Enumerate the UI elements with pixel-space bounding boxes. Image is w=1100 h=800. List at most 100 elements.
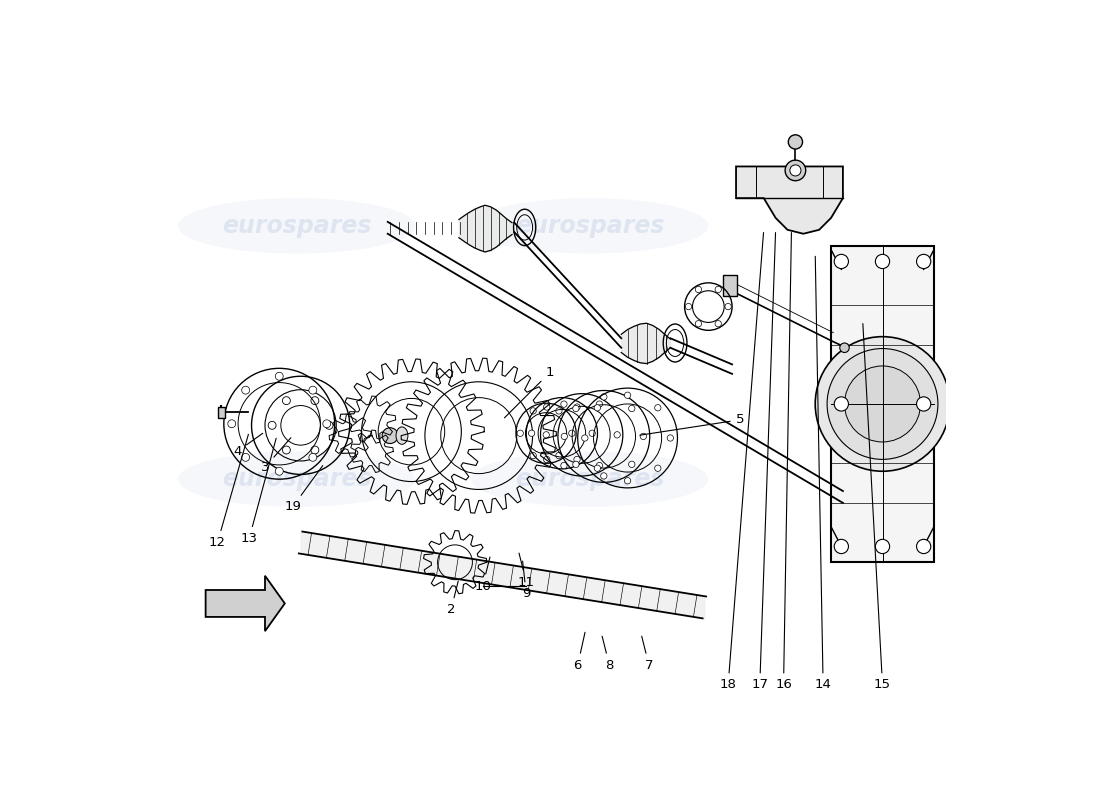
Circle shape bbox=[382, 428, 398, 443]
Circle shape bbox=[725, 303, 732, 310]
Circle shape bbox=[715, 321, 722, 327]
Circle shape bbox=[543, 432, 549, 438]
Circle shape bbox=[834, 397, 848, 411]
Circle shape bbox=[561, 434, 568, 439]
Circle shape bbox=[916, 397, 931, 411]
Circle shape bbox=[242, 386, 250, 394]
Circle shape bbox=[614, 432, 620, 438]
Circle shape bbox=[668, 435, 673, 441]
Circle shape bbox=[876, 254, 890, 269]
Text: 19: 19 bbox=[284, 466, 322, 514]
Circle shape bbox=[625, 478, 630, 484]
Circle shape bbox=[916, 539, 931, 554]
Circle shape bbox=[268, 422, 276, 430]
Text: 4: 4 bbox=[233, 434, 263, 458]
Circle shape bbox=[228, 420, 235, 428]
Circle shape bbox=[839, 343, 849, 353]
Circle shape bbox=[625, 392, 630, 398]
Text: 10: 10 bbox=[474, 557, 491, 593]
Circle shape bbox=[326, 422, 333, 430]
Circle shape bbox=[654, 405, 661, 411]
Circle shape bbox=[596, 401, 603, 407]
Circle shape bbox=[789, 134, 803, 149]
Circle shape bbox=[283, 446, 290, 454]
Circle shape bbox=[275, 467, 283, 475]
Circle shape bbox=[588, 430, 595, 437]
Text: 17: 17 bbox=[751, 233, 776, 691]
Text: 9: 9 bbox=[522, 561, 530, 601]
Text: 5: 5 bbox=[640, 414, 745, 435]
Circle shape bbox=[695, 286, 702, 293]
Circle shape bbox=[715, 286, 722, 293]
Circle shape bbox=[601, 473, 607, 479]
Text: eurospares: eurospares bbox=[222, 467, 372, 491]
Circle shape bbox=[628, 461, 635, 467]
Text: 7: 7 bbox=[641, 636, 653, 672]
Circle shape bbox=[573, 406, 579, 412]
Bar bbox=[218, 407, 226, 418]
Text: 1: 1 bbox=[505, 366, 554, 418]
Circle shape bbox=[785, 160, 805, 181]
Circle shape bbox=[596, 462, 603, 469]
Text: 6: 6 bbox=[573, 632, 585, 672]
Circle shape bbox=[530, 408, 537, 414]
Text: 8: 8 bbox=[602, 636, 614, 672]
Circle shape bbox=[528, 430, 535, 437]
Circle shape bbox=[561, 462, 568, 469]
Ellipse shape bbox=[178, 198, 416, 254]
Circle shape bbox=[685, 303, 692, 310]
Circle shape bbox=[834, 254, 848, 269]
Circle shape bbox=[573, 461, 579, 467]
Bar bbox=[723, 275, 737, 295]
Text: eurospares: eurospares bbox=[515, 467, 664, 491]
Circle shape bbox=[311, 397, 319, 405]
Circle shape bbox=[275, 372, 283, 380]
Circle shape bbox=[845, 366, 921, 442]
Text: 15: 15 bbox=[862, 324, 891, 691]
Circle shape bbox=[543, 404, 550, 410]
Circle shape bbox=[309, 454, 317, 462]
Circle shape bbox=[695, 321, 702, 327]
Circle shape bbox=[309, 386, 317, 394]
Text: eurospares: eurospares bbox=[222, 214, 372, 238]
Ellipse shape bbox=[471, 451, 708, 507]
Text: 14: 14 bbox=[815, 256, 832, 691]
Ellipse shape bbox=[396, 427, 408, 444]
Circle shape bbox=[322, 420, 331, 428]
Polygon shape bbox=[736, 166, 843, 234]
Bar bbox=[830, 246, 934, 562]
Circle shape bbox=[876, 539, 890, 554]
Ellipse shape bbox=[471, 198, 708, 254]
Circle shape bbox=[556, 453, 562, 458]
Circle shape bbox=[561, 401, 568, 407]
Circle shape bbox=[574, 456, 580, 462]
Circle shape bbox=[601, 394, 607, 400]
Circle shape bbox=[815, 337, 949, 471]
Ellipse shape bbox=[178, 451, 416, 507]
Circle shape bbox=[556, 408, 562, 414]
Text: 16: 16 bbox=[776, 233, 792, 691]
Circle shape bbox=[640, 434, 647, 439]
Circle shape bbox=[594, 465, 601, 471]
Circle shape bbox=[827, 349, 938, 459]
Circle shape bbox=[530, 453, 537, 458]
Text: 13: 13 bbox=[241, 438, 276, 545]
Polygon shape bbox=[206, 576, 285, 631]
Circle shape bbox=[628, 406, 635, 412]
Text: eurospares: eurospares bbox=[515, 214, 664, 238]
Circle shape bbox=[916, 254, 931, 269]
Circle shape bbox=[569, 430, 575, 437]
Circle shape bbox=[594, 405, 601, 411]
Text: 3: 3 bbox=[261, 438, 290, 474]
Circle shape bbox=[574, 404, 580, 410]
Circle shape bbox=[654, 465, 661, 471]
Circle shape bbox=[582, 435, 588, 441]
Text: 18: 18 bbox=[719, 233, 763, 691]
Circle shape bbox=[543, 456, 550, 462]
Circle shape bbox=[311, 446, 319, 454]
Text: 2: 2 bbox=[447, 581, 459, 616]
Circle shape bbox=[517, 430, 524, 437]
Circle shape bbox=[283, 397, 290, 405]
Circle shape bbox=[242, 454, 250, 462]
Text: 11: 11 bbox=[518, 553, 535, 589]
